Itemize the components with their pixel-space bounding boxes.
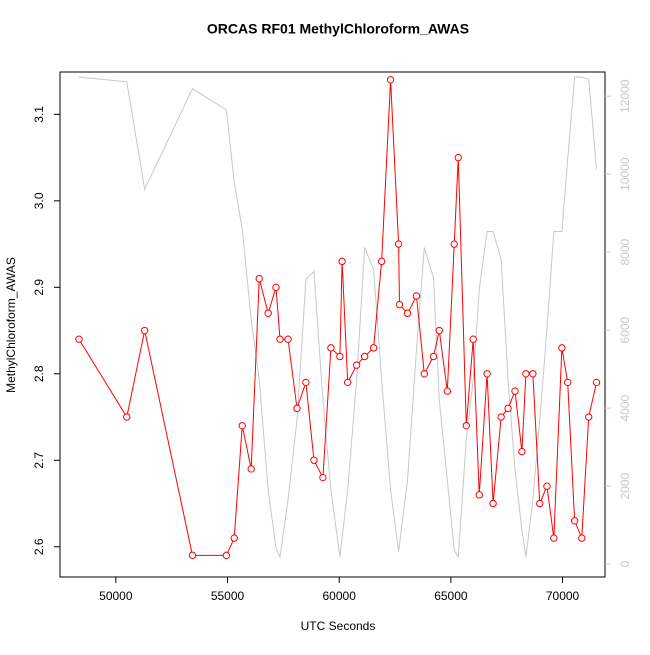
data-point (504, 404, 512, 413)
data-point (570, 517, 579, 525)
data-point (75, 335, 83, 343)
data-point (550, 534, 558, 542)
data-point (578, 534, 586, 542)
chart-title: ORCAS RF01 MethylChloroform_AWAS (207, 21, 469, 37)
data-point (319, 473, 327, 482)
data-point (338, 257, 346, 266)
data-point (302, 378, 310, 387)
x-tick-label: 60000 (323, 589, 357, 603)
y2-tick-label: 0 (618, 560, 632, 567)
data-point (293, 404, 301, 413)
data-point (310, 456, 318, 464)
data-point (284, 335, 292, 343)
data-point (489, 499, 497, 508)
data-point (369, 344, 378, 352)
data-point (123, 413, 131, 421)
data-point (558, 344, 566, 352)
data-point (377, 257, 386, 266)
data-point (518, 447, 526, 456)
data-point (522, 370, 530, 378)
data-point (403, 309, 412, 317)
x-tick-label: 55000 (211, 589, 245, 603)
data-point (454, 153, 462, 162)
data-point (386, 76, 395, 84)
y-tick-label: 2.7 (32, 452, 46, 469)
data-point (394, 240, 403, 248)
data-point (140, 326, 149, 335)
data-point (420, 370, 429, 378)
data-point (536, 499, 544, 508)
x-tick-label: 65000 (434, 589, 468, 603)
data-point (276, 335, 284, 343)
y2-tick-label: 4000 (618, 394, 632, 421)
plot-frame (59, 71, 606, 578)
data-point (238, 421, 246, 430)
y-tick-label: 2.8 (32, 365, 46, 382)
data-point (360, 352, 369, 361)
data-point (264, 309, 272, 317)
x-tick-label: 70000 (546, 589, 580, 603)
data-point (429, 352, 438, 361)
x-tick-label: 50000 (99, 589, 133, 603)
data-point (272, 283, 280, 292)
data-point (255, 274, 263, 283)
data-point (483, 370, 491, 378)
data-point (395, 300, 404, 309)
data-point (511, 387, 519, 395)
data-point (475, 491, 483, 499)
data-point (592, 378, 601, 387)
data-point (497, 413, 505, 421)
y-tick-label: 3.1 (32, 106, 46, 123)
data-point (247, 465, 255, 473)
data-point (327, 344, 335, 352)
data-point (543, 482, 551, 490)
data-point (529, 370, 537, 378)
data-point (435, 326, 443, 335)
data-point (230, 534, 238, 542)
data-point (462, 421, 470, 430)
data-point (336, 352, 344, 361)
y2-tick-label: 10000 (618, 157, 632, 191)
x-axis-label: UTC Seconds (301, 619, 376, 633)
y-tick-label: 2.6 (32, 538, 46, 555)
data-point (443, 387, 452, 395)
data-point (469, 335, 477, 343)
data-point (563, 378, 572, 387)
data-point (352, 361, 361, 369)
y2-tick-label: 8000 (618, 238, 632, 265)
data-point (412, 292, 421, 300)
data-point (584, 413, 593, 421)
data-point (188, 551, 197, 560)
y-tick-label: 3.0 (32, 192, 46, 209)
y2-tick-label: 6000 (618, 316, 632, 343)
y-tick-label: 2.9 (32, 279, 46, 296)
data-point (222, 551, 231, 560)
data-point (343, 378, 352, 387)
y-axis-label: MethylChloroform_AWAS (4, 257, 18, 393)
y2-tick-label: 12000 (618, 79, 632, 113)
series-line (78, 76, 598, 559)
data-point (450, 240, 458, 248)
y2-tick-label: 2000 (618, 472, 632, 499)
